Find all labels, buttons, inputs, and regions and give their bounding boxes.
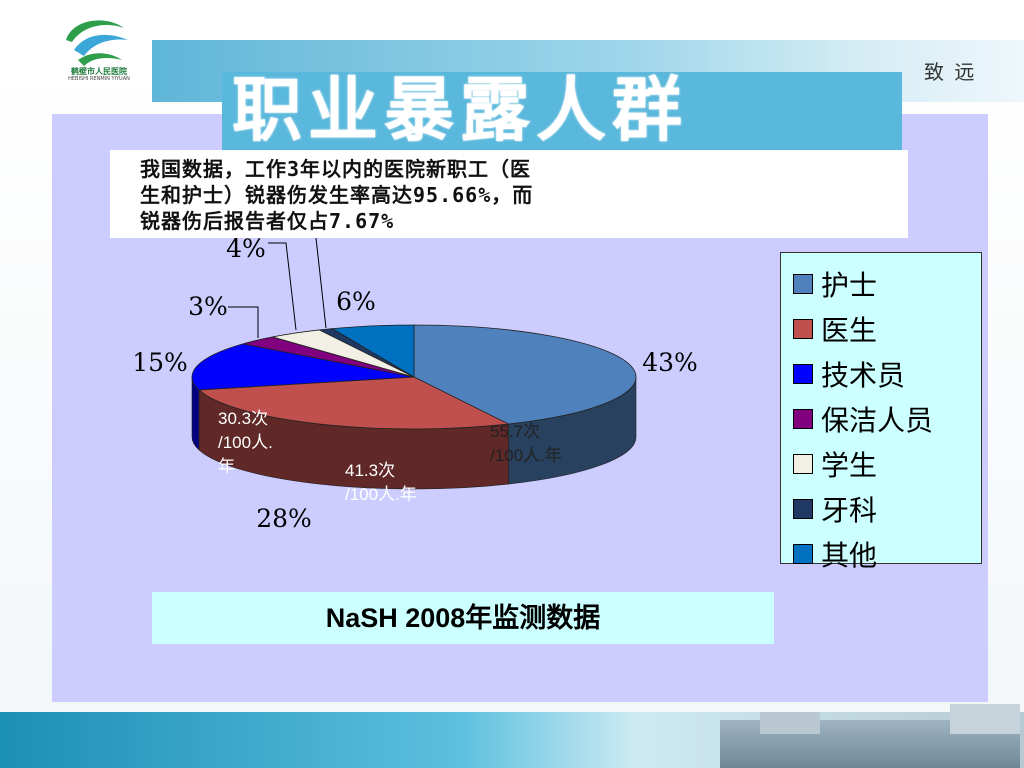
logo-name: 鹤壁市人民医院 bbox=[71, 67, 127, 76]
legend-swatch bbox=[793, 363, 813, 384]
source-text: NaSH 2008年监测数据 bbox=[325, 603, 601, 633]
legend-swatch bbox=[793, 498, 813, 519]
pie-value-label: 6% bbox=[336, 287, 376, 316]
hospital-logo-icon bbox=[66, 20, 128, 66]
rate-annotation: 55.7次/100人.年 bbox=[490, 422, 562, 465]
legend-label: 护士 bbox=[821, 268, 878, 302]
page-title: 职业暴露人群 bbox=[232, 69, 688, 151]
legend-item: 保洁人员 bbox=[781, 396, 981, 441]
title-background bbox=[222, 72, 902, 156]
legend-label: 技术员 bbox=[821, 358, 906, 392]
callout-text: 我国数据，工作3年以内的医院新职工（医 生和护士）锐器伤发生率高达95.66%，… bbox=[140, 156, 900, 234]
rate-annotation-line: 41.3次 bbox=[345, 461, 395, 480]
source-caption: NaSH 2008年监测数据 bbox=[152, 592, 774, 644]
rate-annotation-line: 年 bbox=[218, 457, 235, 476]
pie-value-label: 4% bbox=[226, 234, 266, 263]
building-image bbox=[760, 712, 820, 734]
rate-annotation-line: 30.3次 bbox=[218, 409, 268, 428]
pie-value-label: 15% bbox=[132, 348, 188, 377]
callout-line: 生和护士）锐器伤发生率高达95.66%，而 bbox=[140, 183, 534, 207]
legend-item: 护士 bbox=[781, 261, 981, 306]
footer-band bbox=[0, 704, 1024, 768]
pie-slice bbox=[413, 324, 637, 425]
rate-annotation-line: /100人.年 bbox=[345, 485, 417, 504]
legend-label: 学生 bbox=[821, 448, 878, 482]
pie-value-label: 3% bbox=[188, 292, 228, 321]
building-image bbox=[950, 704, 1020, 734]
legend-label: 医生 bbox=[821, 313, 878, 347]
motto-text: 致 远 bbox=[924, 60, 977, 84]
chart-legend: 护士 医生 技术员 保洁人员 学生 牙科 其他 bbox=[780, 252, 982, 572]
legend-item: 学生 bbox=[781, 441, 981, 486]
pie-slice bbox=[198, 376, 510, 430]
pie-value-label: 43% bbox=[642, 348, 698, 377]
legend-swatch bbox=[793, 273, 813, 294]
rate-annotation-line: 55.7次 bbox=[490, 422, 540, 441]
legend-swatch bbox=[793, 543, 813, 564]
callout-line: 锐器伤后报告者仅占7.67% bbox=[140, 209, 395, 233]
legend-label: 其他 bbox=[821, 538, 878, 572]
leader-line bbox=[315, 237, 327, 329]
logo-subtitle: HEBISHI RENMIN YIYUAN bbox=[68, 76, 130, 82]
legend-label: 保洁人员 bbox=[821, 403, 934, 437]
pie-sides bbox=[191, 376, 637, 490]
leader-line bbox=[268, 242, 297, 331]
legend-swatch bbox=[793, 453, 813, 474]
legend-item: 其他 bbox=[781, 531, 981, 576]
rate-annotation: 41.3次/100人.年 bbox=[345, 461, 417, 504]
pie-slice bbox=[331, 324, 415, 378]
legend-item: 医生 bbox=[781, 306, 981, 351]
legend-label: 牙科 bbox=[821, 493, 878, 527]
callout-box: 我国数据，工作3年以内的医院新职工（医 生和护士）锐器伤发生率高达95.66%，… bbox=[110, 150, 908, 238]
leader-line bbox=[228, 306, 259, 338]
pie-top bbox=[191, 324, 637, 430]
rate-annotation-line: /100人. bbox=[218, 433, 273, 452]
legend-swatch bbox=[793, 408, 813, 429]
callout-line: 我国数据，工作3年以内的医院新职工（医 bbox=[140, 157, 532, 181]
legend-item: 牙科 bbox=[781, 486, 981, 531]
rate-annotation: 30.3次/100人. 年 bbox=[218, 409, 273, 476]
pie-slice bbox=[191, 343, 415, 391]
legend-swatch bbox=[793, 318, 813, 339]
pie-value-label: 28% bbox=[256, 504, 312, 533]
legend-item: 技术员 bbox=[781, 351, 981, 396]
rate-annotation-line: /100人.年 bbox=[490, 446, 562, 465]
